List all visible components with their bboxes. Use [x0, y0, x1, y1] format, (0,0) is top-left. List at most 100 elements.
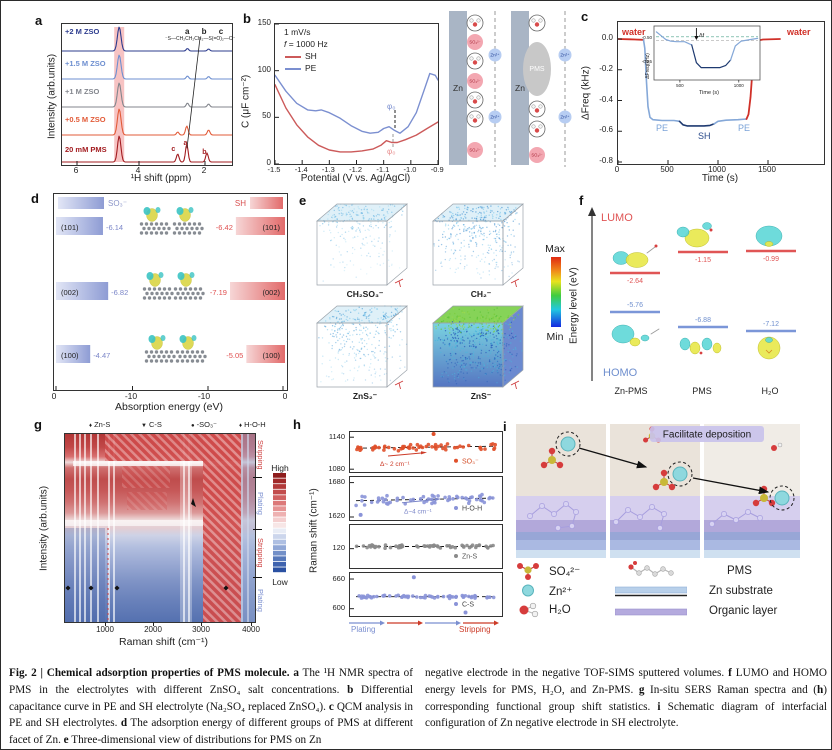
hydrogen-dot	[531, 104, 536, 109]
density-dot	[325, 375, 328, 377]
density-dot	[340, 314, 342, 316]
migration-arrow	[578, 447, 648, 469]
density-dot	[453, 224, 455, 226]
density-dot	[479, 358, 481, 360]
density-dot	[359, 228, 361, 230]
density-dot	[445, 223, 447, 225]
density-dot	[450, 249, 453, 251]
density-dot	[490, 343, 492, 345]
density-dot	[498, 224, 501, 226]
density-dot	[346, 213, 348, 216]
density-dot	[498, 367, 500, 369]
density-dot	[510, 233, 512, 236]
scatter-point	[467, 501, 471, 505]
scatter-point	[432, 543, 436, 547]
density-dot	[368, 314, 371, 316]
density-dot	[499, 342, 501, 344]
density-dot	[390, 311, 393, 314]
density-dot	[464, 207, 466, 210]
density-dot	[474, 225, 476, 227]
density-dot	[371, 311, 373, 313]
density-dot	[510, 332, 513, 335]
zn-atom	[167, 354, 171, 359]
density-dot	[509, 256, 511, 259]
density-dot	[456, 375, 458, 377]
hydrogen-dot	[469, 114, 474, 119]
scatter-point	[433, 442, 438, 447]
dashed-circle	[555, 431, 581, 457]
density-dot	[366, 335, 369, 337]
density-dot	[458, 318, 460, 320]
density-dot	[391, 250, 393, 252]
axis-triad-icon	[510, 380, 520, 389]
zinc-ion-icon	[522, 584, 534, 597]
oxygen-atom	[548, 447, 556, 455]
scatter-point	[491, 496, 495, 500]
density-dot	[474, 343, 476, 346]
density-dot	[377, 221, 379, 223]
scatter-point	[421, 494, 426, 499]
density-dot	[457, 238, 459, 241]
panel-d-xtick: -10	[197, 391, 211, 401]
density-dot	[468, 228, 470, 230]
inset-ytick: -0.50	[642, 35, 653, 40]
pms-label: PMS	[529, 66, 545, 73]
density-dot	[383, 314, 385, 317]
density-dot	[374, 324, 377, 327]
density-dot	[341, 233, 343, 236]
density-dot	[353, 357, 356, 359]
density-dot	[460, 242, 462, 244]
density-dot	[320, 381, 322, 383]
density-dot	[348, 354, 350, 357]
scatter-point	[451, 497, 455, 501]
density-dot	[352, 379, 355, 381]
hydrogen-dot	[476, 114, 481, 119]
scatter-point	[469, 495, 473, 500]
density-dot	[475, 235, 477, 237]
density-dot	[486, 329, 489, 331]
density-dot	[458, 214, 460, 217]
cube-label-ch2: CH₂⁻	[470, 289, 492, 299]
density-dot	[376, 308, 378, 310]
density-dot	[368, 320, 370, 322]
density-dot	[496, 236, 498, 238]
cube-wireframe	[432, 220, 504, 286]
raman-shift-hoh-subplot: Δ~4 cm⁻¹ H-O-H	[349, 476, 503, 521]
density-dot	[487, 244, 489, 246]
density-dot	[510, 367, 513, 370]
density-dot	[510, 251, 513, 253]
density-dot	[462, 211, 465, 213]
substrate-band3	[516, 550, 606, 558]
orbital-blob-cyan	[143, 207, 151, 215]
density-dot	[501, 247, 503, 249]
density-dot	[471, 234, 473, 236]
density-dot	[486, 339, 488, 341]
facet-label: (101)	[262, 223, 280, 232]
density-dot	[366, 348, 368, 351]
density-dot	[499, 364, 501, 366]
zn-atom	[162, 354, 166, 359]
density-dot	[447, 363, 449, 365]
density-dot	[373, 218, 375, 220]
density-dot	[455, 380, 457, 382]
inset-curve-0	[655, 31, 693, 46]
density-dot	[375, 224, 377, 227]
density-dot	[473, 341, 476, 344]
legend-zinc-label: Zn²⁺	[549, 586, 573, 598]
density-dot	[391, 319, 393, 322]
density-dot	[453, 225, 456, 227]
colorbar-segment	[273, 478, 286, 484]
density-dot	[472, 344, 474, 346]
density-dot	[327, 218, 329, 220]
density-dot	[472, 351, 475, 353]
density-dot	[337, 328, 339, 330]
zn-atom	[157, 287, 162, 291]
density-dot	[509, 254, 511, 256]
chain-atom	[551, 511, 557, 517]
panel-a-molecule-formula: ⁻S—CH₂CH₂CH₂—S(=O)₂—O⁻	[165, 36, 236, 42]
density-dot	[358, 329, 361, 331]
density-dot	[464, 334, 467, 336]
colorbar-segment	[273, 500, 286, 506]
nmr-spectrum-4	[62, 135, 232, 163]
scatter-point	[369, 596, 374, 600]
